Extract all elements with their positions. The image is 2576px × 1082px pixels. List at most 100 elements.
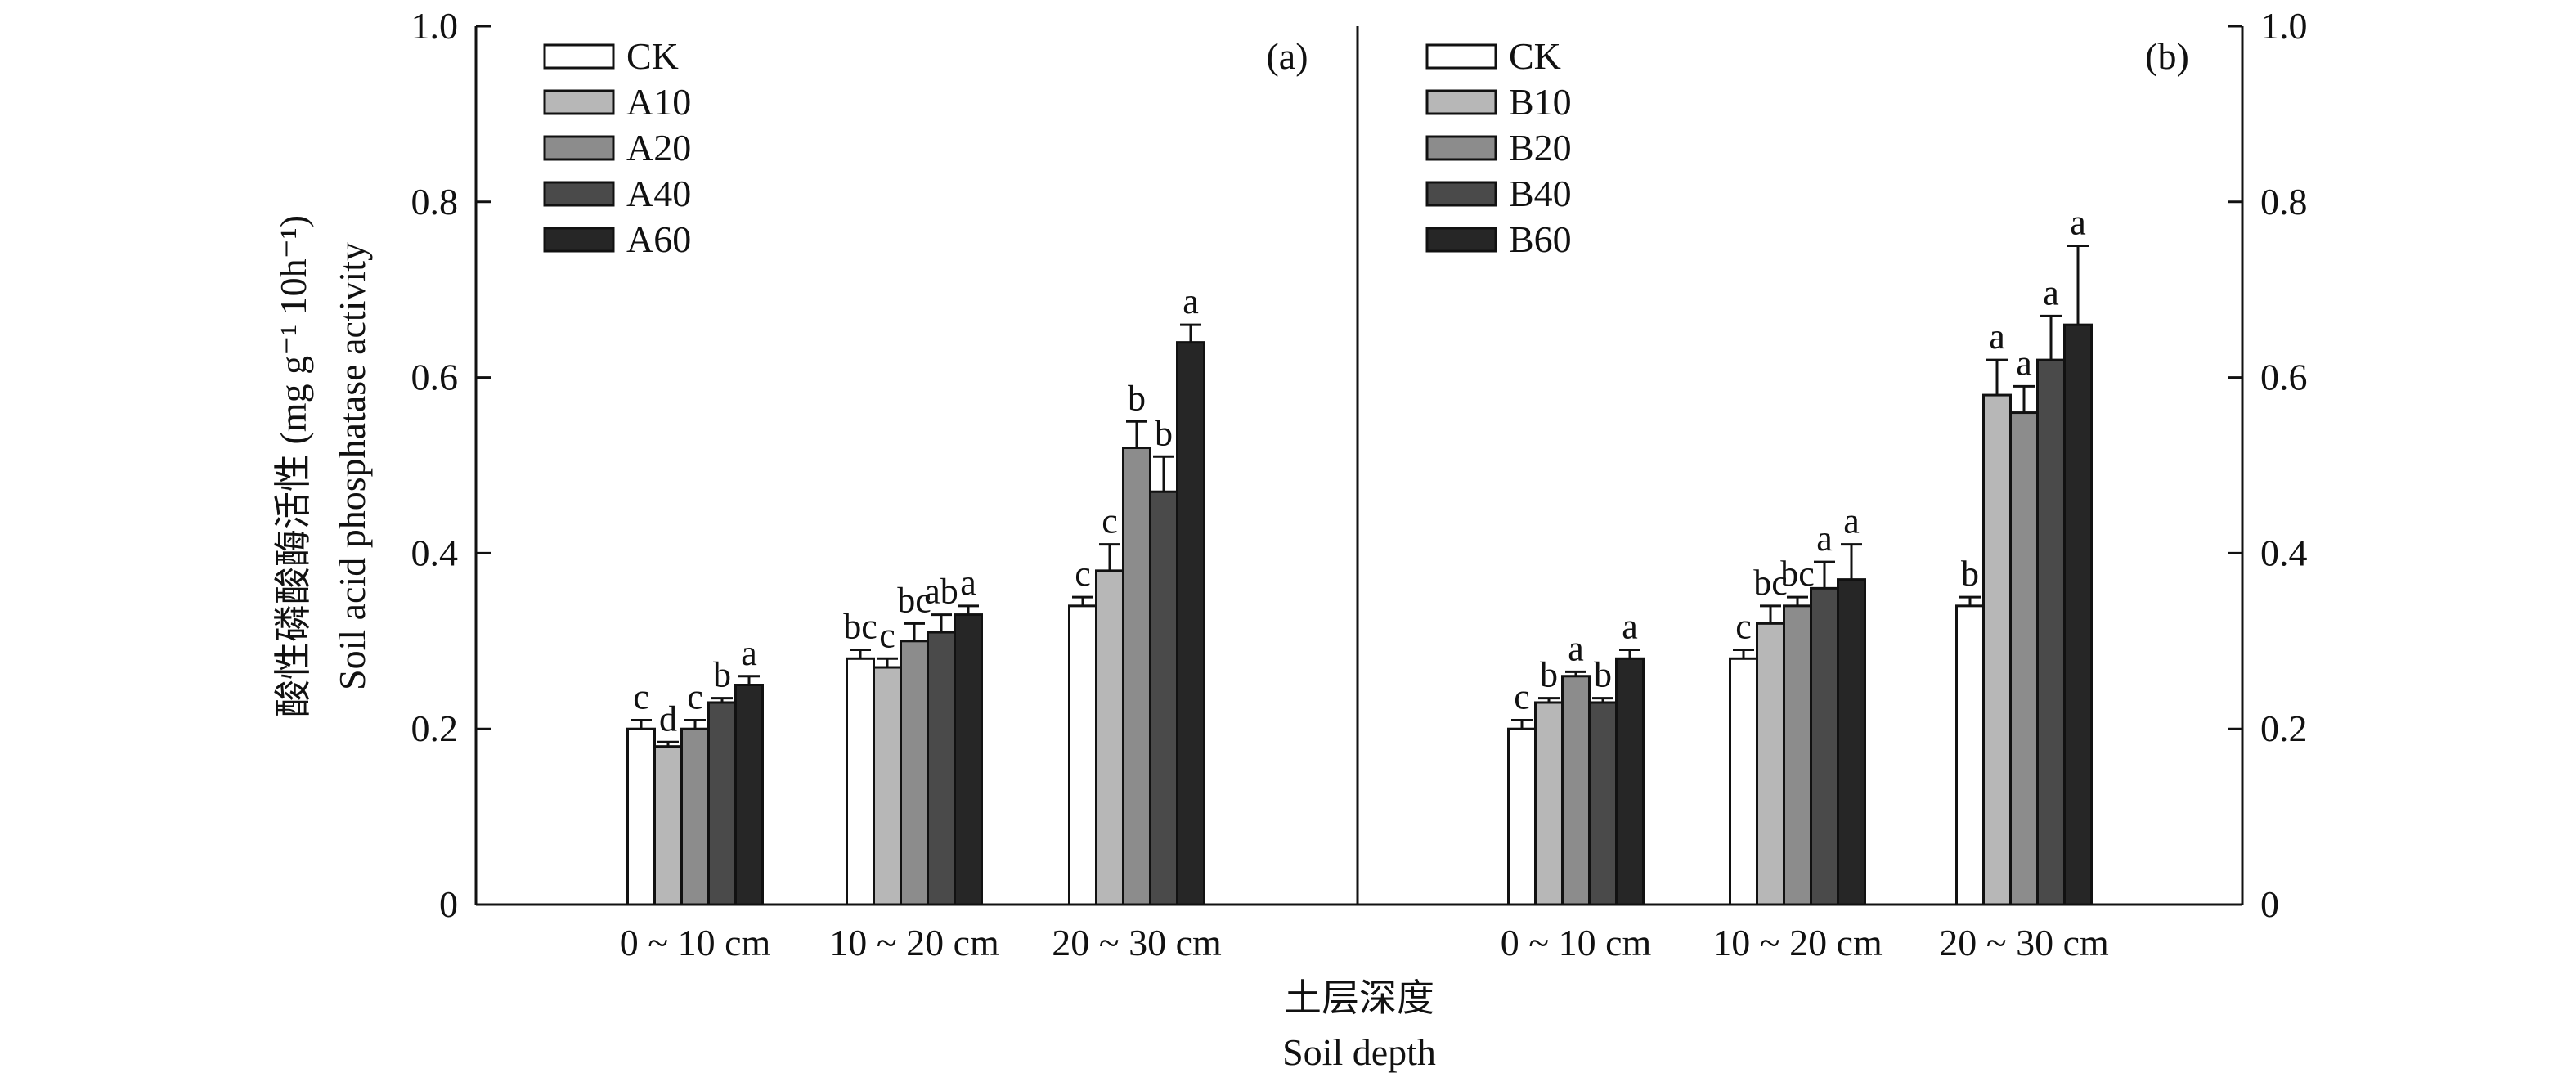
y-axis-title-cn: 酸性磷酸酶活性 (mg g⁻¹ 10h⁻¹)	[272, 215, 314, 717]
x-category-label: 20 ~ 30 cm	[1939, 922, 2109, 963]
significance-label: a	[2016, 343, 2032, 383]
legend-swatch	[543, 181, 615, 207]
bar	[1615, 657, 1645, 906]
panel-label: (b)	[2145, 35, 2189, 77]
significance-label: a	[2043, 272, 2059, 312]
legend-swatch	[1425, 227, 1497, 253]
significance-label: b	[1155, 413, 1173, 453]
legend-swatch	[1425, 181, 1497, 207]
legend-swatch	[543, 89, 615, 115]
bar	[846, 657, 875, 906]
bar	[734, 684, 764, 906]
bar	[1756, 622, 1785, 906]
legend-swatch	[1425, 89, 1497, 115]
significance-label: b	[1961, 554, 1979, 594]
significance-label: a	[1183, 281, 1199, 321]
significance-label: bc	[1780, 554, 1815, 594]
significance-label: c	[1102, 501, 1118, 541]
legend-label: A60	[626, 218, 691, 260]
significance-label: c	[687, 676, 703, 716]
legend-label: B40	[1509, 173, 1572, 214]
significance-label: ab	[924, 572, 958, 612]
y-tick-label: 0.4	[411, 532, 459, 573]
y-tick-label: 1.0	[411, 5, 459, 47]
x-category-label: 10 ~ 20 cm	[829, 922, 999, 963]
bar	[680, 727, 710, 906]
significance-label: c	[1735, 607, 1752, 647]
legend-label: A20	[626, 127, 691, 168]
x-category-label: 0 ~ 10 cm	[620, 922, 771, 963]
significance-label: c	[879, 615, 895, 655]
significance-label: a	[1568, 628, 1584, 668]
bar	[707, 701, 737, 906]
bar	[2009, 411, 2039, 906]
x-category-label: 20 ~ 30 cm	[1052, 922, 1222, 963]
bar	[1068, 604, 1097, 906]
bar	[1810, 586, 1839, 906]
x-category-label: 10 ~ 20 cm	[1712, 922, 1883, 963]
significance-label: b	[1540, 655, 1558, 695]
bar	[1095, 569, 1124, 906]
significance-label: bc	[843, 607, 877, 647]
legend-label: B60	[1509, 218, 1572, 260]
significance-label: d	[659, 698, 677, 739]
bar	[1982, 393, 2012, 906]
bar	[954, 613, 983, 906]
bar	[1729, 657, 1758, 906]
y-tick-label: 0.6	[411, 357, 459, 398]
bar	[1588, 701, 1618, 906]
significance-label: c	[633, 676, 649, 716]
bar	[1149, 490, 1178, 906]
significance-label: bc	[897, 580, 931, 620]
bar	[1122, 447, 1151, 906]
bar	[1837, 578, 1866, 906]
legend-swatch	[1425, 43, 1497, 70]
y-axis-title-en: Soil acid phosphatase activity	[331, 242, 373, 690]
bar	[2036, 358, 2066, 906]
bar	[900, 640, 929, 906]
significance-label: c	[1075, 554, 1091, 594]
panel-a: 00.20.40.60.81.0(a)CKA10A20A40A60cdcba0 …	[411, 5, 1308, 963]
x-axis-title-cn: 土层深度	[1284, 977, 1434, 1019]
bar	[1507, 727, 1537, 906]
significance-label: c	[1514, 676, 1530, 716]
y-tick-label: 0	[2260, 883, 2279, 925]
significance-label: b	[1594, 655, 1612, 695]
bar	[653, 745, 683, 906]
significance-label: a	[741, 633, 757, 673]
bar	[1955, 604, 1985, 906]
bar	[2063, 323, 2093, 906]
legend-label: CK	[1509, 35, 1561, 77]
legend-label: A40	[626, 173, 691, 214]
legend-swatch	[543, 43, 615, 70]
legend-label: CK	[626, 35, 679, 77]
bar	[626, 727, 656, 906]
legend-swatch	[543, 227, 615, 253]
legend-label: B10	[1509, 81, 1572, 123]
significance-label: bc	[1753, 563, 1788, 603]
bar	[1534, 701, 1564, 906]
y-tick-label: 0.2	[2260, 707, 2308, 749]
legend-swatch	[1425, 135, 1497, 161]
significance-label: b	[1128, 378, 1146, 418]
y-tick-label: 0.4	[2260, 532, 2308, 573]
significance-label: a	[1989, 317, 2005, 357]
y-tick-label: 1.0	[2260, 5, 2308, 47]
y-tick-label: 0.6	[2260, 357, 2308, 398]
x-axis-title-en: Soil depth	[1282, 1031, 1436, 1073]
significance-label: a	[1843, 501, 1860, 541]
significance-label: a	[1622, 607, 1638, 647]
bar	[1783, 604, 1812, 906]
y-tick-label: 0.2	[411, 707, 459, 749]
significance-label: a	[2070, 203, 2086, 243]
bar	[873, 666, 902, 906]
legend-swatch	[543, 135, 615, 161]
significance-label: b	[713, 655, 731, 695]
panel-b: 00.20.40.60.81.0(b)CKB10B20B40B60cbaba0 …	[1425, 5, 2308, 963]
x-category-label: 0 ~ 10 cm	[1501, 922, 1652, 963]
panel-label: (a)	[1266, 35, 1308, 77]
bar	[927, 631, 956, 906]
y-tick-label: 0.8	[2260, 181, 2308, 222]
